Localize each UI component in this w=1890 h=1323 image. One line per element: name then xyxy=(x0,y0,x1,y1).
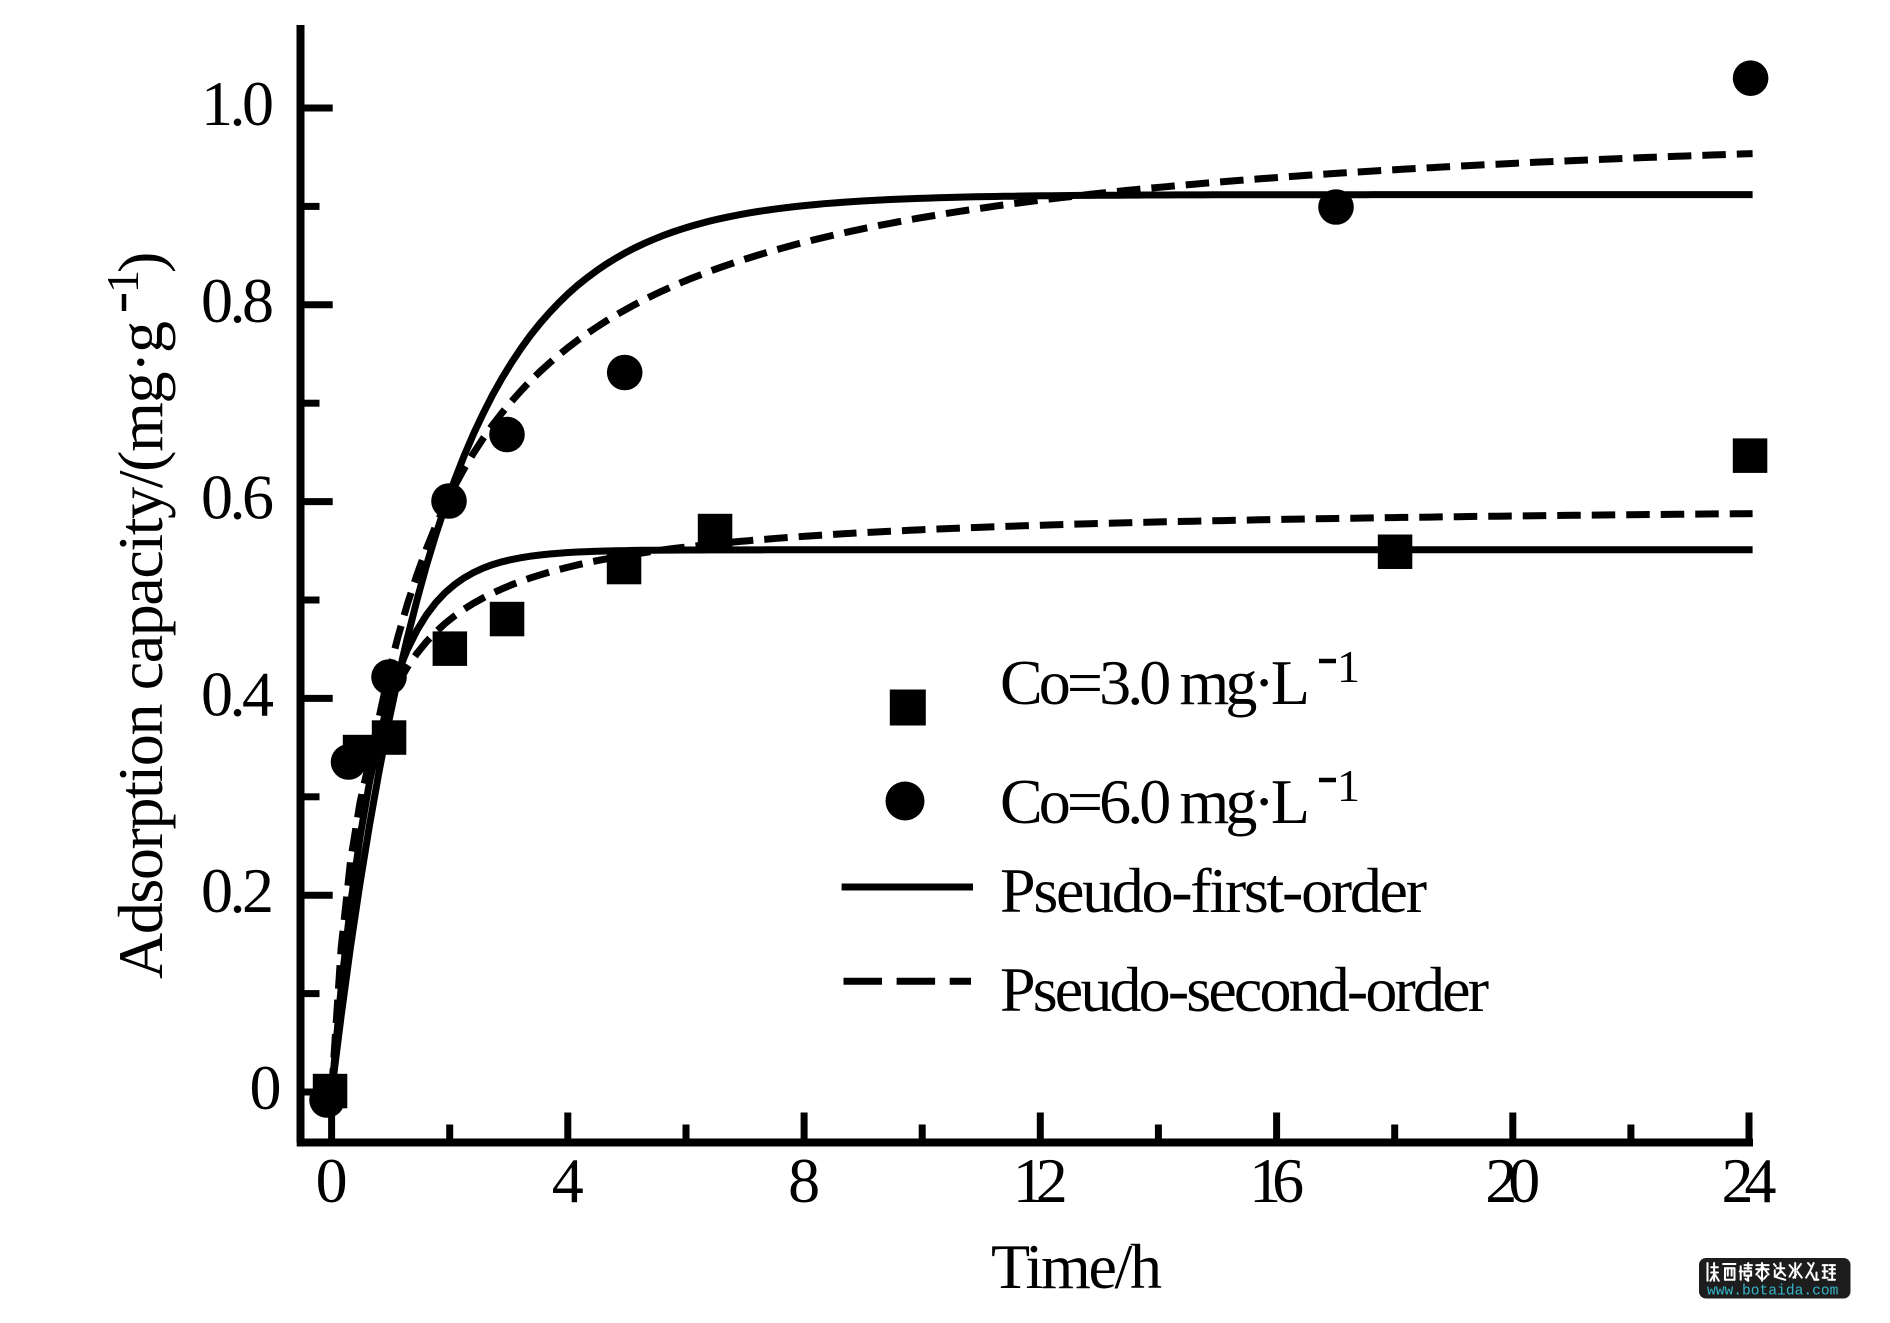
svg-text:0.6: 0.6 xyxy=(201,462,274,533)
svg-text:0: 0 xyxy=(250,1052,282,1123)
svg-text:): ) xyxy=(105,252,176,273)
svg-text:Time/h: Time/h xyxy=(991,1231,1162,1302)
svg-text:Co=3.0 mg·L: Co=3.0 mg·L xyxy=(1000,647,1310,718)
svg-text:1: 1 xyxy=(1337,641,1360,692)
svg-text:0.2: 0.2 xyxy=(201,855,274,926)
svg-text:1.0: 1.0 xyxy=(201,68,274,139)
svg-text:16: 16 xyxy=(1249,1145,1304,1216)
svg-text:Co=6.0 mg·L: Co=6.0 mg·L xyxy=(1000,766,1310,837)
svg-text:0.4: 0.4 xyxy=(201,658,274,729)
svg-text:8: 8 xyxy=(788,1145,820,1216)
svg-text:0.8: 0.8 xyxy=(201,265,274,336)
svg-text:24: 24 xyxy=(1722,1145,1777,1216)
svg-text:1: 1 xyxy=(97,270,148,293)
svg-text:1: 1 xyxy=(1337,760,1360,811)
svg-text:12: 12 xyxy=(1013,1145,1068,1216)
svg-text:4: 4 xyxy=(552,1145,584,1216)
svg-text:Pseudo-second-order: Pseudo-second-order xyxy=(1000,954,1489,1025)
svg-text:Adsorption capacity/(mg·g: Adsorption capacity/(mg·g xyxy=(105,321,176,979)
svg-text:20: 20 xyxy=(1485,1145,1540,1216)
svg-text:0: 0 xyxy=(316,1145,348,1216)
svg-text:Pseudo-first-order: Pseudo-first-order xyxy=(1000,855,1427,926)
svg-text:www.botaida.com: www.botaida.com xyxy=(1707,1284,1839,1300)
